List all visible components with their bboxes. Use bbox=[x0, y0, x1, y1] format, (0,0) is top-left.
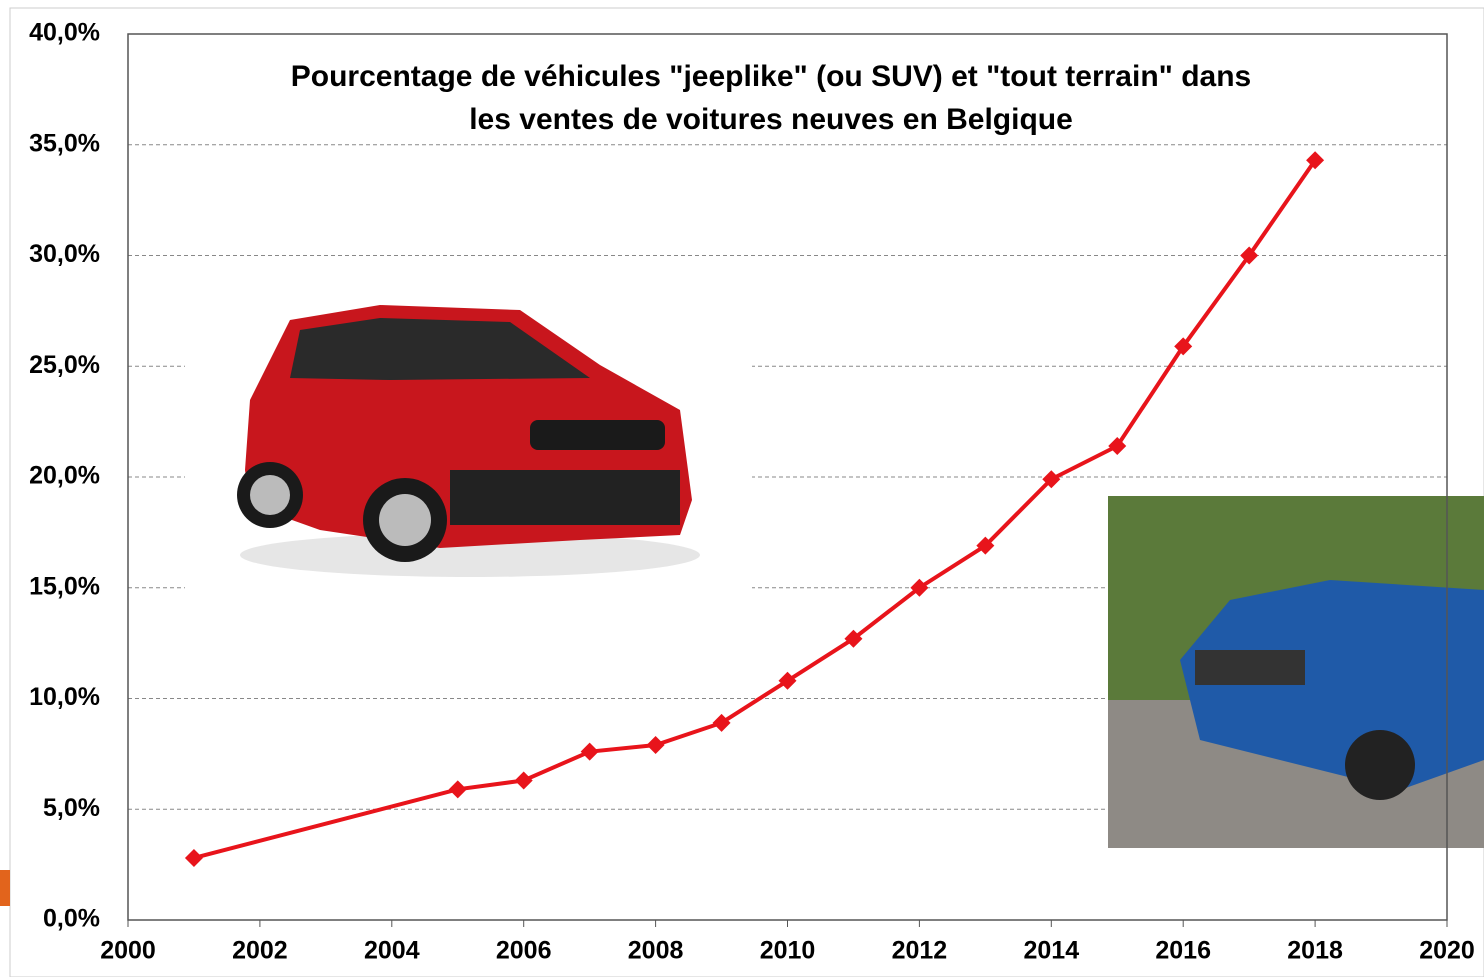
pickup-grille bbox=[1195, 650, 1305, 685]
x-tick-label: 2008 bbox=[628, 937, 684, 965]
bumper bbox=[450, 470, 680, 525]
grille bbox=[530, 420, 665, 450]
x-tick-label: 2014 bbox=[1023, 937, 1079, 965]
y-tick-label: 20,0% bbox=[29, 462, 100, 490]
y-tick-label: 35,0% bbox=[29, 129, 100, 157]
x-tick-label: 2020 bbox=[1419, 937, 1475, 965]
x-tick-label: 2006 bbox=[496, 937, 552, 965]
y-tick-label: 15,0% bbox=[29, 572, 100, 600]
slide-accent bbox=[0, 870, 10, 906]
x-tick-label: 2010 bbox=[760, 937, 816, 965]
x-tick-label: 2000 bbox=[100, 937, 156, 965]
x-tick-label: 2004 bbox=[364, 937, 420, 965]
y-tick-label: 10,0% bbox=[29, 683, 100, 711]
x-tick-label: 2012 bbox=[892, 937, 948, 965]
y-tick-label: 5,0% bbox=[43, 794, 100, 822]
x-tick-label: 2018 bbox=[1287, 937, 1343, 965]
chart: Pourcentage de véhicules "jeeplike" (ou … bbox=[0, 0, 1484, 977]
x-tick-label: 2002 bbox=[232, 937, 288, 965]
pickup-wheel bbox=[1345, 730, 1415, 800]
rim bbox=[379, 494, 431, 546]
chart-title: Pourcentage de véhicules "jeeplike" (ou … bbox=[291, 60, 1251, 93]
y-tick-label: 40,0% bbox=[29, 19, 100, 47]
y-tick-label: 0,0% bbox=[43, 905, 100, 933]
rim bbox=[250, 475, 290, 515]
x-tick-label: 2016 bbox=[1155, 937, 1211, 965]
chart-title: les ventes de voitures neuves en Belgiqu… bbox=[469, 103, 1073, 136]
y-tick-label: 30,0% bbox=[29, 240, 100, 268]
y-tick-label: 25,0% bbox=[29, 351, 100, 379]
